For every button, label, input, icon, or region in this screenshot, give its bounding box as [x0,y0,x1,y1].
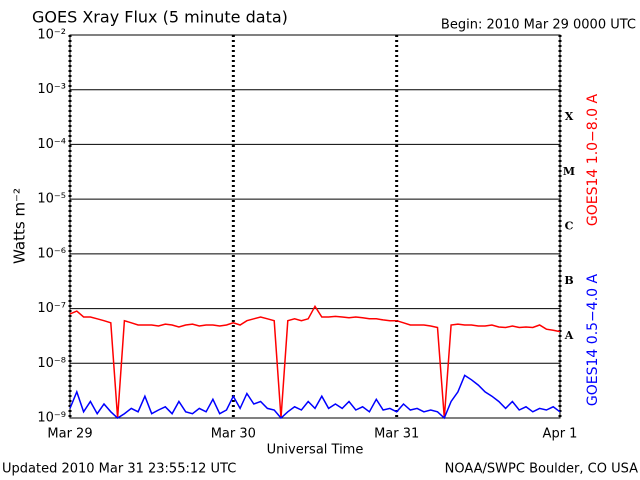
chart-subtitle: Begin: 2010 Mar 29 0000 UTC [441,18,636,33]
class-label: M [563,165,575,178]
y-tick-label: 10⁻⁴ [37,137,66,152]
y-axis-label: Watts m⁻² [11,188,29,264]
y-tick-label: 10⁻² [37,28,66,43]
class-label: C [565,220,574,233]
x-axis-label: Universal Time [267,443,364,458]
class-label: X [565,110,574,123]
x-tick-label: Apr 1 [543,427,578,442]
y-tick-label: 10⁻³ [37,82,66,97]
legend-entry: GOES14 1.0−8.0 A [585,94,601,227]
series-line [69,374,561,420]
y-tick-label: 10⁻⁹ [37,411,66,426]
footer-right: NOAA/SWPC Boulder, CO USA [445,462,638,477]
y-tick-label: 10⁻⁶ [37,246,66,261]
footer-left: Updated 2010 Mar 31 23:55:12 UTC [2,462,236,477]
x-tick-label: Mar 31 [374,427,419,442]
class-label: A [564,329,574,342]
y-tick-label: 10⁻⁷ [37,301,66,316]
y-tick-label: 10⁻⁵ [37,192,66,207]
y-tick-label: 10⁻⁸ [37,356,66,371]
chart-title: GOES Xray Flux (5 minute data) [32,8,288,27]
series-line [69,304,561,419]
x-tick-label: Mar 29 [47,427,92,442]
class-label: B [564,274,573,287]
plot-frame [69,34,561,419]
x-tick-label: Mar 30 [211,427,256,442]
legend-entry: GOES14 0.5−4.0 A [585,274,601,407]
